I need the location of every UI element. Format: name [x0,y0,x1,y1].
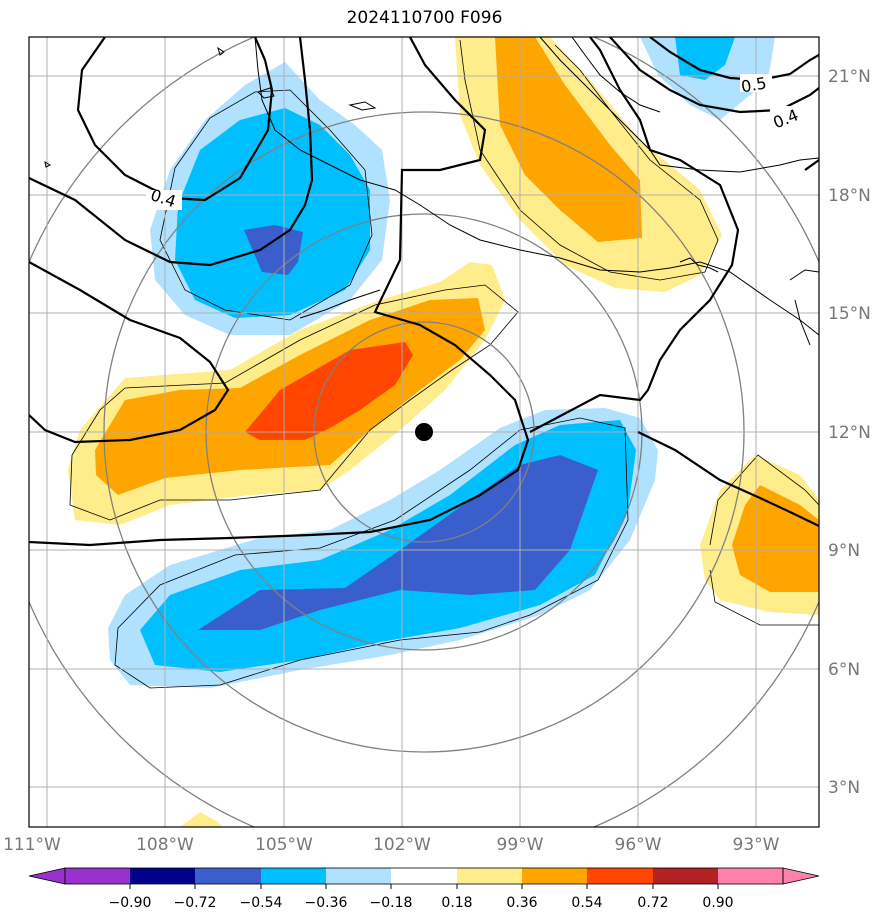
colorbar-bin [65,868,130,884]
lon-label: 105°W [255,835,313,855]
colorbar-bin [326,868,391,884]
shade-pos-dark [245,342,413,440]
contour-label-ne-inner: 0.5 [740,73,768,96]
colorbar-tick-label: −0.90 [109,895,152,911]
positive-anomaly-north [455,37,722,292]
contour-label-bg [770,106,802,126]
colorbar-extend-low [28,867,66,885]
colorbar-tick-label: −0.18 [370,895,413,911]
colorbar-frame [64,867,784,885]
shade-pos-mid [732,485,819,592]
lon-label: 93°W [733,835,780,855]
lat-label: 9°N [828,541,860,561]
coastline [44,37,819,346]
contour-label-bg [146,190,182,210]
lat-label: 12°N [828,423,871,443]
colorbar-bin [130,868,195,884]
lon-label: 99°W [497,835,544,855]
lon-label: 96°W [615,835,662,855]
colorbar-bin [718,868,783,884]
lat-label: 3°N [828,778,860,798]
colorbar-extend-high [782,867,820,885]
longitude-labels: 111°W 108°W 105°W 102°W 99°W 96°W 93°W [3,835,780,855]
lon-label: 111°W [3,835,61,855]
latitude-labels: 21°N 18°N 15°N 12°N 9°N 6°N 3°N [828,67,871,798]
lon-label: 108°W [136,835,194,855]
colorbar-tick-label: −0.36 [305,895,348,911]
map-frame [28,36,820,828]
map-plot-area: 0.4 0.5 0.4 [29,37,819,827]
storm-center-marker [415,423,433,441]
lat-label: 21°N [828,67,871,87]
contour-label-bg [740,74,772,92]
colorbar-bin [195,868,261,884]
colorbar-tick-label: 0.90 [702,895,733,911]
positive-anomaly-central [68,262,505,525]
map-title: 2024110700 F096 [346,8,503,28]
colorbar-bin [522,868,587,884]
colorbar-tick-label: 0.18 [441,895,472,911]
thin-anomaly-contours [69,39,819,689]
colorbar-bin [653,868,718,884]
thick-contours [29,37,819,547]
colorbar-tick-label: 0.36 [506,895,537,911]
colorbar: −0.90 −0.72 −0.54 −0.36 −0.18 0.18 0.36 … [28,867,820,911]
colorbar-ticks [129,884,719,889]
shade-neg-dark [244,225,303,275]
colorbar-bin [587,868,653,884]
negative-anomaly-fleck-ne-inner [675,37,735,80]
negative-anomaly-fleck-ne [640,37,775,120]
shade-neg-dark [198,455,598,630]
positive-anomaly-east [700,455,819,615]
lat-label: 18°N [828,186,871,206]
colorbar-bin [457,868,522,884]
colorbar-bin [391,868,457,884]
shade-pos-mid [495,37,642,242]
lat-label: 15°N [828,304,871,324]
colorbar-tick-label: −0.54 [240,895,283,911]
colorbar-tick-label: 0.54 [571,895,602,911]
lat-label: 6°N [828,660,860,680]
colorbar-tick-label: 0.72 [637,895,668,911]
colorbar-bin [261,868,326,884]
lon-label: 102°W [373,835,431,855]
colorbar-tick-label: −0.72 [174,895,217,911]
positive-anomaly-fleck [180,812,222,827]
